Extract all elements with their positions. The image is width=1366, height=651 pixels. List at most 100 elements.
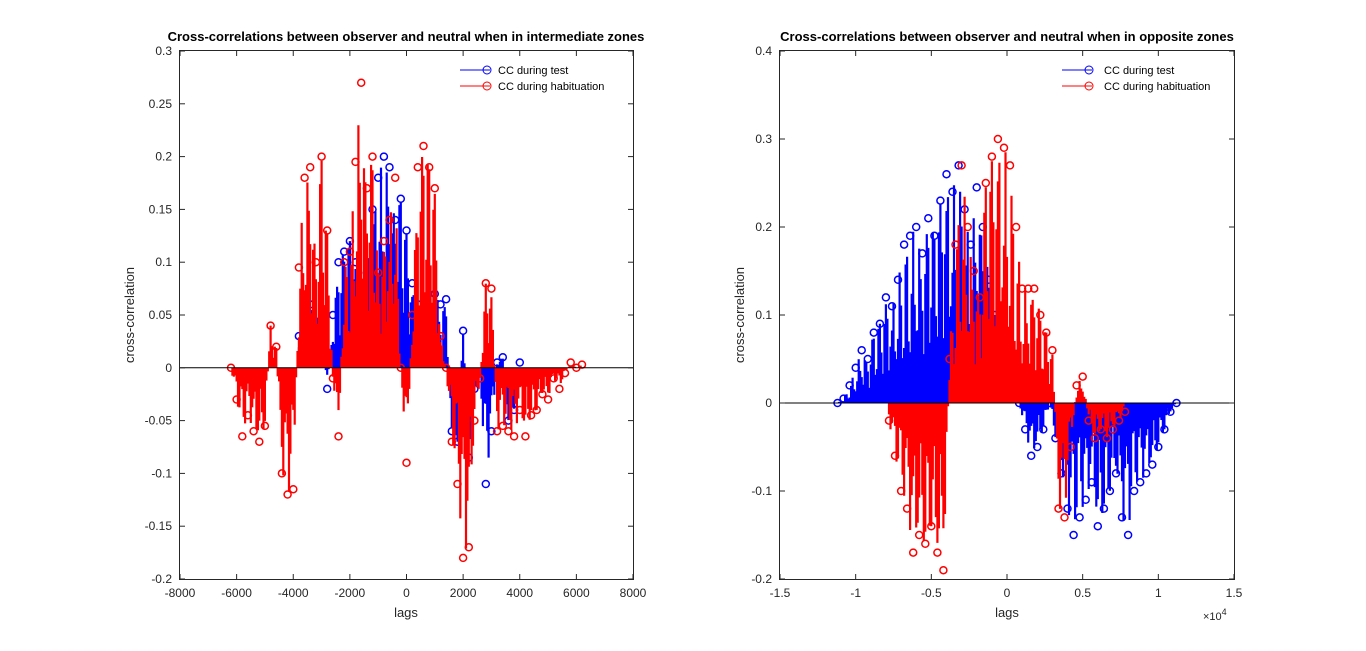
data-point xyxy=(1026,451,1036,461)
data-point xyxy=(255,437,264,446)
legend-label-habituation: CC during habituation xyxy=(1104,81,1210,93)
data-point xyxy=(930,231,939,241)
data-point xyxy=(430,184,440,193)
x-tick-label: 2000 xyxy=(450,586,477,600)
data-point xyxy=(1060,513,1069,522)
data-point xyxy=(933,548,942,557)
data-point xyxy=(362,184,372,193)
data-point xyxy=(334,432,343,441)
data-point xyxy=(289,484,298,494)
data-point xyxy=(893,275,903,285)
data-point xyxy=(1114,416,1124,425)
data-point xyxy=(396,194,406,204)
data-point xyxy=(1105,486,1115,496)
data-point xyxy=(945,354,954,364)
x-axis-label: lags xyxy=(394,605,418,620)
legend: CC during test CC during habituation xyxy=(1062,65,1210,93)
data-point xyxy=(999,143,1009,153)
data-point xyxy=(948,187,957,197)
data-point xyxy=(475,374,485,383)
x-axis-exponent-base: ×10 xyxy=(1203,611,1222,623)
x-tick-label: 0 xyxy=(403,586,410,600)
data-point xyxy=(887,301,897,311)
data-point xyxy=(1096,425,1106,434)
data-point xyxy=(1160,425,1169,434)
data-point xyxy=(1029,284,1039,293)
data-point xyxy=(373,173,383,182)
x-tick-label: 1 xyxy=(1155,586,1162,600)
data-point xyxy=(470,416,479,425)
x-tick-label: -1 xyxy=(850,586,861,600)
data-point xyxy=(899,240,909,249)
data-point xyxy=(1011,222,1021,232)
data-point xyxy=(407,310,417,320)
data-point xyxy=(1093,521,1103,531)
data-point xyxy=(577,360,587,369)
data-point xyxy=(954,161,963,170)
y-tick-label: -0.2 xyxy=(151,572,172,586)
data-point xyxy=(1166,407,1175,417)
legend-label-habituation: CC during habituation xyxy=(498,81,604,93)
data-point xyxy=(890,451,900,461)
data-point xyxy=(1036,310,1045,320)
data-point xyxy=(356,78,366,87)
y-tick-label: 0.05 xyxy=(149,308,173,322)
data-point xyxy=(515,405,525,415)
y-tick-label: -0.15 xyxy=(145,519,173,533)
data-point xyxy=(1154,442,1163,452)
data-point xyxy=(509,432,519,441)
y-tick-label: 0.1 xyxy=(155,255,172,269)
data-point xyxy=(993,134,1003,144)
chart-title: Cross-correlations between observer and … xyxy=(780,29,1234,44)
chart-opposite-zones: Cross-correlations between observer and … xyxy=(732,29,1243,623)
data-point xyxy=(305,162,315,172)
data-point xyxy=(526,411,536,420)
data-point xyxy=(521,432,530,441)
data-point xyxy=(1033,442,1042,452)
data-point xyxy=(1066,442,1075,452)
data-point xyxy=(1090,433,1100,443)
data-point xyxy=(498,352,508,362)
x-tick-label: 4000 xyxy=(506,586,533,600)
x-tick-label: 1.5 xyxy=(1226,586,1243,600)
legend: CC during test CC during habituation xyxy=(460,65,604,93)
x-tick-label: -1.5 xyxy=(770,586,791,600)
data-point xyxy=(492,426,502,436)
data-point xyxy=(1123,530,1133,540)
data-point xyxy=(458,553,468,563)
data-point xyxy=(908,548,918,557)
data-point xyxy=(1141,469,1151,478)
data-point xyxy=(981,178,991,188)
y-tick-label: 0.3 xyxy=(155,44,172,58)
data-point xyxy=(294,263,304,272)
data-point xyxy=(1099,504,1109,513)
data-point xyxy=(963,222,972,232)
data-point xyxy=(914,530,924,540)
x-tick-label: 8000 xyxy=(620,586,647,600)
y-tick-label: -0.1 xyxy=(751,484,772,498)
data-point xyxy=(957,161,966,170)
data-point xyxy=(266,321,275,330)
legend-marker-habituation xyxy=(482,81,492,91)
x-tick-label: 0 xyxy=(1004,586,1011,600)
data-point xyxy=(881,293,891,302)
data-point xyxy=(538,389,547,399)
x-tick-label: -4000 xyxy=(278,586,309,600)
y-tick-label: 0 xyxy=(765,396,772,410)
data-point xyxy=(385,162,394,172)
data-point xyxy=(1042,328,1051,337)
data-point xyxy=(1023,284,1033,293)
x-tick-label: -2000 xyxy=(335,586,366,600)
data-point xyxy=(402,458,411,468)
data-point xyxy=(322,226,332,235)
data-point xyxy=(1048,345,1057,355)
data-point xyxy=(1072,381,1081,390)
data-point xyxy=(379,236,389,246)
data-point xyxy=(272,342,281,351)
data-point xyxy=(515,358,525,367)
data-point xyxy=(987,152,997,161)
y-tick-label: 0.2 xyxy=(155,150,172,164)
data-point xyxy=(424,162,434,172)
data-point xyxy=(1075,513,1084,522)
